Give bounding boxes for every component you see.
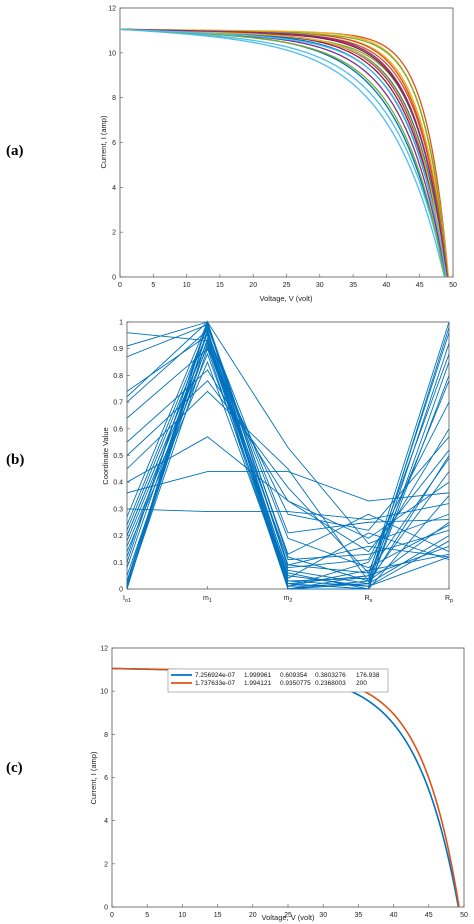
parallel-line-15: [126, 503, 450, 521]
legend-entry-2-2: 1.994121: [244, 680, 271, 687]
x-tick-label: 30: [316, 282, 324, 289]
y-tick-label: 8: [112, 95, 116, 102]
x-tick-label: 5: [151, 282, 155, 289]
legend-box: [167, 668, 389, 693]
parallel-line-18: [126, 331, 450, 569]
chart-c-iv-curves-fit: 0 5 10 15 20 25 30 35 40 45 50 0 2 4 6 8 10 12 7.256924e…: [89, 646, 468, 923]
x-tick-label: m2: [284, 595, 293, 604]
y-tick-label: 6: [112, 140, 116, 147]
panel-label-b: (b): [6, 452, 25, 468]
y-tick-label: 2: [112, 230, 116, 237]
x-tick-label: 0: [110, 912, 114, 919]
x-tick-label: 20: [249, 282, 257, 289]
y-tick-label: 8: [104, 732, 108, 739]
x-tick-label: 5: [145, 912, 149, 919]
x-tick-label: Io1: [123, 595, 131, 604]
y-axis-label: Current, I (amp): [89, 751, 98, 804]
y-tick-label: 0.9: [113, 346, 123, 353]
y-tick-label: 0: [112, 275, 116, 282]
y-tick-label: 0.7: [113, 400, 123, 407]
parallel-line-4: [126, 321, 450, 582]
legend-entry-2-5: 200: [356, 680, 367, 687]
series-line-18: [119, 28, 448, 278]
chart-b-parallel-coordinates: Io1 m1 m2 Rs Rp 0 0.1 0.2 0.3 0.4 0.5 0.6 0.7 0.8 0.9…: [101, 320, 453, 605]
panel-label-a: (a): [6, 143, 24, 159]
legend-entry-1-2: 1.999961: [244, 672, 271, 679]
legend-entry-1-1: 7.256924e-07: [195, 672, 236, 679]
x-tick-label: 35: [349, 282, 357, 289]
x-tick-label: 50: [449, 282, 457, 289]
series-line-13: [119, 28, 445, 278]
x-tick-label: 10: [183, 282, 191, 289]
parallel-line-16: [126, 321, 450, 545]
x-tick-label: m1: [203, 595, 212, 604]
chart-a-iv-curves: 0 5 10 15 20 25 30 35 40 45 50 0 2 4 6 8 10 12 Voltage, …: [99, 6, 457, 304]
x-axis-label: Voltage, V (volt): [260, 294, 313, 303]
plot-area: [126, 321, 450, 590]
parallel-line-29: [126, 336, 450, 587]
y-tick-label: 10: [100, 689, 108, 696]
y-tick-label: 0: [104, 905, 108, 912]
parallel-line-24: [126, 320, 450, 566]
y-tick-label: 0.4: [113, 480, 123, 487]
legend-entry-1-5: 176.938: [356, 672, 380, 679]
y-axis-label: Coordinate Value: [101, 427, 110, 484]
x-tick-label: 15: [216, 282, 224, 289]
x-tick-label: 0: [118, 282, 122, 289]
y-tick-label: 10: [108, 50, 116, 57]
y-tick-label: 4: [104, 818, 108, 825]
y-tick-label: 0.2: [113, 533, 123, 540]
parallel-line-31: [126, 328, 450, 590]
y-tick-label: 0.8: [113, 373, 123, 380]
y-tick-label: 0.6: [113, 426, 123, 433]
series-line-20: [119, 28, 447, 278]
x-tick-label: 10: [179, 912, 187, 919]
panel-label-c: (c): [6, 760, 23, 776]
legend-entry-2-3: 0.9350775: [280, 680, 311, 687]
x-tick-label: 40: [390, 912, 398, 919]
legend-entry-1-3: 0.609354: [280, 672, 307, 679]
x-tick-label: 45: [416, 282, 424, 289]
x-tick-label: 35: [355, 912, 363, 919]
x-axis-label: Voltage, V (volt): [262, 913, 315, 922]
parallel-line-22: [126, 360, 450, 585]
y-tick-label: 0.1: [113, 560, 123, 567]
legend-entry-2-1: 1.737633e-07: [195, 680, 236, 687]
y-tick-label: 12: [100, 646, 108, 653]
x-tick-label: 40: [383, 282, 391, 289]
y-tick-label: 0.5: [113, 453, 123, 460]
y-tick-label: 0: [119, 587, 123, 594]
x-tick-label: Rs: [365, 595, 373, 604]
x-tick-label: 45: [425, 912, 433, 919]
parallel-line-13: [126, 436, 450, 539]
y-tick-label: 6: [104, 775, 108, 782]
x-tick-label: 20: [249, 912, 257, 919]
y-tick-label: 4: [112, 185, 116, 192]
y-tick-label: 12: [108, 6, 116, 13]
parallel-line-17: [126, 326, 450, 534]
y-tick-label: 0.3: [113, 506, 123, 513]
y-axis-label: Current, I (amp): [99, 115, 108, 168]
x-tick-label: 25: [283, 282, 291, 289]
x-tick-label: 15: [214, 912, 222, 919]
parallel-line-25: [126, 331, 450, 579]
x-tick-label: 25: [284, 912, 292, 919]
parallel-line-28: [126, 320, 450, 584]
x-tick-label: Rp: [445, 595, 453, 604]
parallel-line-21: [126, 352, 450, 587]
legend-entry-1-4: 0.3803276: [315, 672, 346, 679]
y-tick-label: 1: [119, 320, 123, 327]
x-tick-label: 30: [319, 912, 327, 919]
x-tick-label: 50: [460, 912, 468, 919]
y-tick-label: 2: [104, 861, 108, 868]
legend-entry-2-4: 0.2368003: [315, 680, 346, 687]
